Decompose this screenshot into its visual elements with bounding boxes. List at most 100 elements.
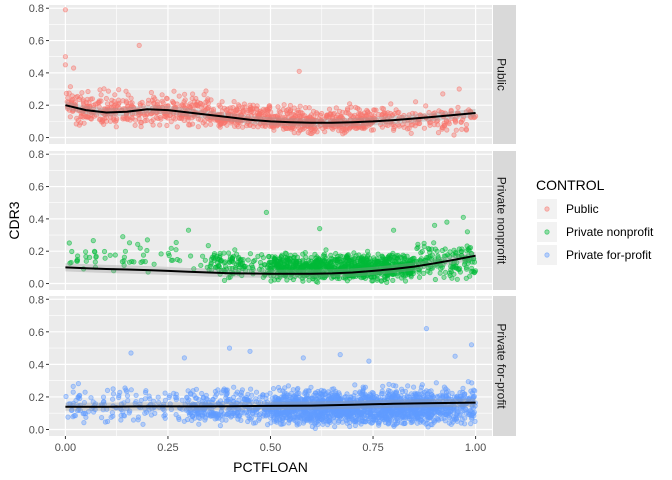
data-point	[456, 86, 462, 92]
data-point	[151, 94, 157, 100]
data-point	[371, 107, 377, 113]
data-point	[238, 261, 244, 268]
data-point	[246, 415, 252, 421]
data-point	[107, 252, 113, 258]
data-point	[119, 258, 126, 265]
data-point	[195, 116, 201, 122]
data-point	[110, 396, 116, 402]
data-point	[390, 277, 396, 283]
data-point	[160, 100, 166, 106]
data-point	[97, 117, 103, 123]
data-point	[188, 253, 194, 259]
data-point	[128, 95, 134, 101]
data-point	[140, 252, 147, 258]
data-point	[208, 121, 214, 127]
data-point	[423, 412, 430, 418]
data-point	[112, 252, 118, 258]
data-point	[91, 248, 98, 254]
data-point	[454, 276, 460, 282]
data-point	[294, 260, 300, 266]
data-point	[315, 421, 321, 427]
legend-label: Public	[566, 202, 599, 216]
data-point	[347, 423, 353, 430]
data-point	[236, 413, 242, 419]
data-point	[125, 92, 131, 98]
data-point	[118, 412, 124, 419]
data-point	[168, 245, 174, 251]
data-point	[374, 277, 380, 283]
data-point	[139, 119, 145, 126]
data-point	[165, 250, 171, 256]
data-point	[212, 416, 218, 422]
data-point	[353, 253, 359, 259]
data-point	[281, 102, 287, 108]
data-point	[401, 253, 407, 259]
data-point	[234, 107, 240, 113]
data-point	[105, 88, 112, 94]
data-point	[404, 126, 411, 132]
data-point	[101, 248, 108, 255]
data-point	[437, 270, 443, 276]
data-point	[352, 382, 358, 388]
y-tick-label: 0.6	[29, 327, 44, 339]
data-point	[69, 248, 75, 255]
data-point	[288, 126, 294, 132]
data-point	[148, 118, 154, 125]
data-point	[177, 258, 183, 264]
data-point	[308, 413, 314, 420]
data-point	[362, 419, 368, 425]
data-point	[189, 115, 195, 121]
data-point	[144, 117, 150, 123]
data-point	[280, 415, 286, 421]
data-point	[328, 264, 334, 270]
data-point	[248, 386, 254, 392]
data-point	[149, 110, 155, 116]
data-point	[219, 417, 225, 423]
data-point	[251, 420, 257, 426]
data-point	[274, 113, 280, 119]
data-point	[252, 257, 258, 263]
data-point	[460, 214, 466, 220]
data-point	[196, 421, 202, 427]
data-point	[442, 269, 449, 275]
data-point	[181, 117, 187, 124]
data-point	[310, 129, 316, 135]
data-point	[83, 414, 89, 420]
data-point	[425, 245, 431, 252]
data-point	[382, 419, 388, 426]
y-tick-label: 0.8	[29, 149, 44, 161]
data-point	[268, 109, 274, 115]
data-point	[459, 126, 465, 132]
data-point	[91, 113, 97, 119]
data-point	[460, 385, 466, 391]
data-point	[67, 84, 74, 90]
data-point	[241, 101, 247, 107]
data-point	[138, 124, 144, 130]
data-point	[249, 392, 255, 398]
x-axis-title: PCTFLOAN	[233, 459, 308, 475]
data-point	[328, 255, 334, 261]
data-point	[397, 412, 403, 418]
data-point	[126, 410, 132, 416]
facet-strip-label: Public	[494, 58, 508, 91]
data-point	[277, 258, 283, 264]
data-point	[418, 384, 424, 390]
legend-key-point	[544, 252, 550, 258]
data-point	[455, 104, 461, 111]
data-point	[462, 415, 468, 421]
data-point	[110, 413, 116, 419]
data-point	[430, 394, 436, 400]
data-point	[454, 411, 460, 417]
data-point	[155, 394, 161, 400]
data-point	[327, 419, 333, 425]
data-point	[135, 414, 141, 420]
data-point	[283, 263, 290, 270]
data-point	[70, 383, 76, 389]
data-point	[382, 258, 389, 264]
x-tick-label: 0.50	[260, 442, 281, 454]
data-point	[387, 388, 393, 394]
data-point	[199, 390, 205, 397]
data-point	[73, 121, 79, 127]
data-point	[451, 406, 457, 412]
data-point	[202, 417, 208, 423]
